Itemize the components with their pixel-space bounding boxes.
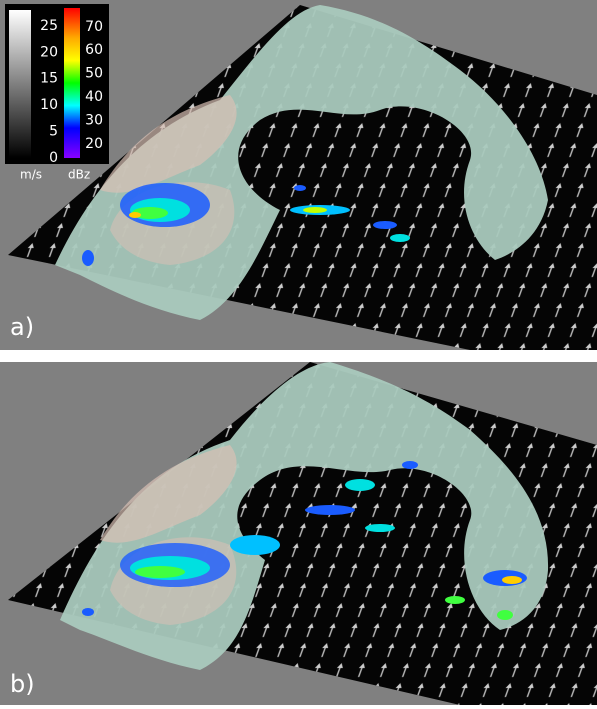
reflectivity-unit: dBz bbox=[68, 168, 90, 182]
page: { "legend": { "speed": {"ticks": [25, 20… bbox=[0, 0, 597, 705]
speed-tick-label: 15 bbox=[40, 71, 58, 87]
reflectivity-tick-label: 60 bbox=[85, 42, 103, 58]
panel-label: b) bbox=[10, 670, 35, 698]
panel-b: b) bbox=[0, 362, 597, 705]
speed-tick-label: 20 bbox=[40, 44, 58, 60]
speed-tick-label: 25 bbox=[40, 18, 58, 34]
speed-unit: m/s bbox=[20, 168, 42, 182]
reflectivity-tick-label: 20 bbox=[85, 136, 103, 152]
panel-label: a) bbox=[10, 313, 34, 341]
speed-tick-label: 10 bbox=[40, 97, 58, 113]
reflectivity-tick-label: 70 bbox=[85, 19, 103, 35]
speed-tick-label: 5 bbox=[49, 124, 58, 140]
reflectivity-colorbar bbox=[64, 8, 80, 158]
speed-colorbar bbox=[9, 10, 31, 158]
speed-tick-label: 0 bbox=[49, 150, 58, 166]
reflectivity-tick-label: 30 bbox=[85, 113, 103, 129]
reflectivity-tick-label: 50 bbox=[85, 66, 103, 82]
separator bbox=[0, 350, 597, 362]
figure: a) b) m/s dBz 25 bbox=[0, 0, 597, 705]
reflectivity-tick-label: 40 bbox=[85, 89, 103, 105]
